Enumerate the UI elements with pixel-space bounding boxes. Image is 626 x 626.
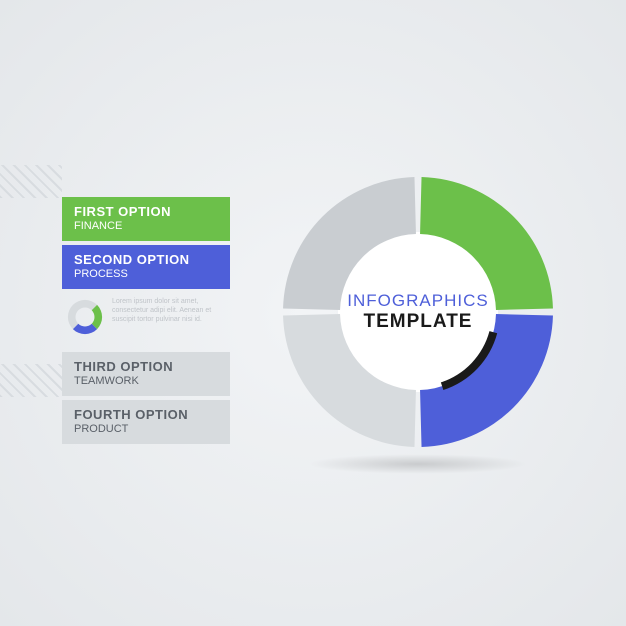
donut-center-label: INFOGRAPHICS TEMPLATE xyxy=(347,291,488,333)
option-title: FOURTH OPTION xyxy=(74,408,218,422)
donut-shadow xyxy=(308,454,528,474)
option-subtitle: FINANCE xyxy=(74,220,218,233)
canvas: FIRST OPTIONFINANCESECOND OPTIONPROCESST… xyxy=(0,0,626,626)
option-subtitle: PRODUCT xyxy=(74,423,218,436)
donut-center-bottom: TEMPLATE xyxy=(347,311,488,333)
mini-donut-chart xyxy=(66,298,104,336)
option-title: THIRD OPTION xyxy=(74,360,218,374)
option-card-3: THIRD OPTIONTEAMWORK xyxy=(62,352,230,396)
option-title: FIRST OPTION xyxy=(74,205,218,219)
mini-donut-caption: Lorem ipsum dolor sit amet, consectetur … xyxy=(112,297,230,324)
option-card-2: SECOND OPTIONPROCESS xyxy=(62,245,230,289)
hatch-decor-bottom xyxy=(0,364,62,397)
main-donut-chart: INFOGRAPHICS TEMPLATE xyxy=(278,172,558,452)
option-title: SECOND OPTION xyxy=(74,253,218,267)
donut-center-top: INFOGRAPHICS xyxy=(347,291,488,311)
option-card-1: FIRST OPTIONFINANCE xyxy=(62,197,230,241)
option-subtitle: PROCESS xyxy=(74,268,218,281)
option-card-4: FOURTH OPTIONPRODUCT xyxy=(62,400,230,444)
hatch-decor-top xyxy=(0,165,62,198)
option-subtitle: TEAMWORK xyxy=(74,375,218,388)
